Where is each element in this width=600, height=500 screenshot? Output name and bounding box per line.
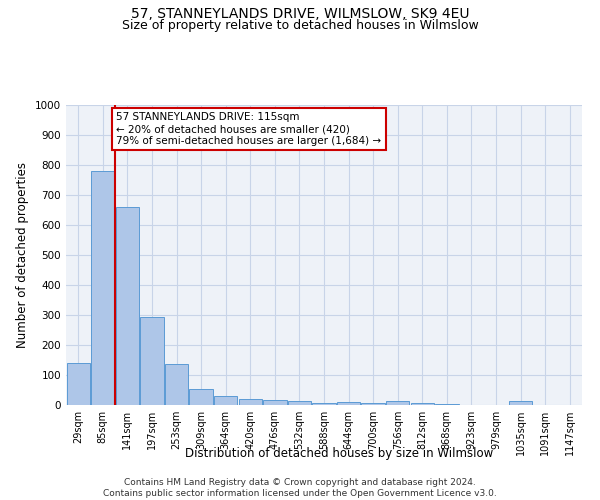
Text: 57, STANNEYLANDS DRIVE, WILMSLOW, SK9 4EU: 57, STANNEYLANDS DRIVE, WILMSLOW, SK9 4E… <box>131 8 469 22</box>
Bar <box>337 402 360 405</box>
Bar <box>91 171 115 405</box>
Text: Contains HM Land Registry data © Crown copyright and database right 2024.
Contai: Contains HM Land Registry data © Crown c… <box>103 478 497 498</box>
Bar <box>509 402 532 405</box>
Bar <box>263 400 287 405</box>
Y-axis label: Number of detached properties: Number of detached properties <box>16 162 29 348</box>
Text: 57 STANNEYLANDS DRIVE: 115sqm
← 20% of detached houses are smaller (420)
79% of : 57 STANNEYLANDS DRIVE: 115sqm ← 20% of d… <box>116 112 382 146</box>
Text: Size of property relative to detached houses in Wilmslow: Size of property relative to detached ho… <box>122 18 478 32</box>
Bar <box>190 388 213 405</box>
Bar <box>386 402 409 405</box>
Bar <box>140 316 164 405</box>
Bar <box>313 402 335 405</box>
Bar <box>214 396 238 405</box>
Bar <box>67 363 90 405</box>
Text: Distribution of detached houses by size in Wilmslow: Distribution of detached houses by size … <box>185 448 493 460</box>
Bar <box>361 402 385 405</box>
Bar <box>165 364 188 405</box>
Bar <box>435 404 458 405</box>
Bar <box>116 207 139 405</box>
Bar <box>239 399 262 405</box>
Bar <box>410 402 434 405</box>
Bar <box>288 401 311 405</box>
